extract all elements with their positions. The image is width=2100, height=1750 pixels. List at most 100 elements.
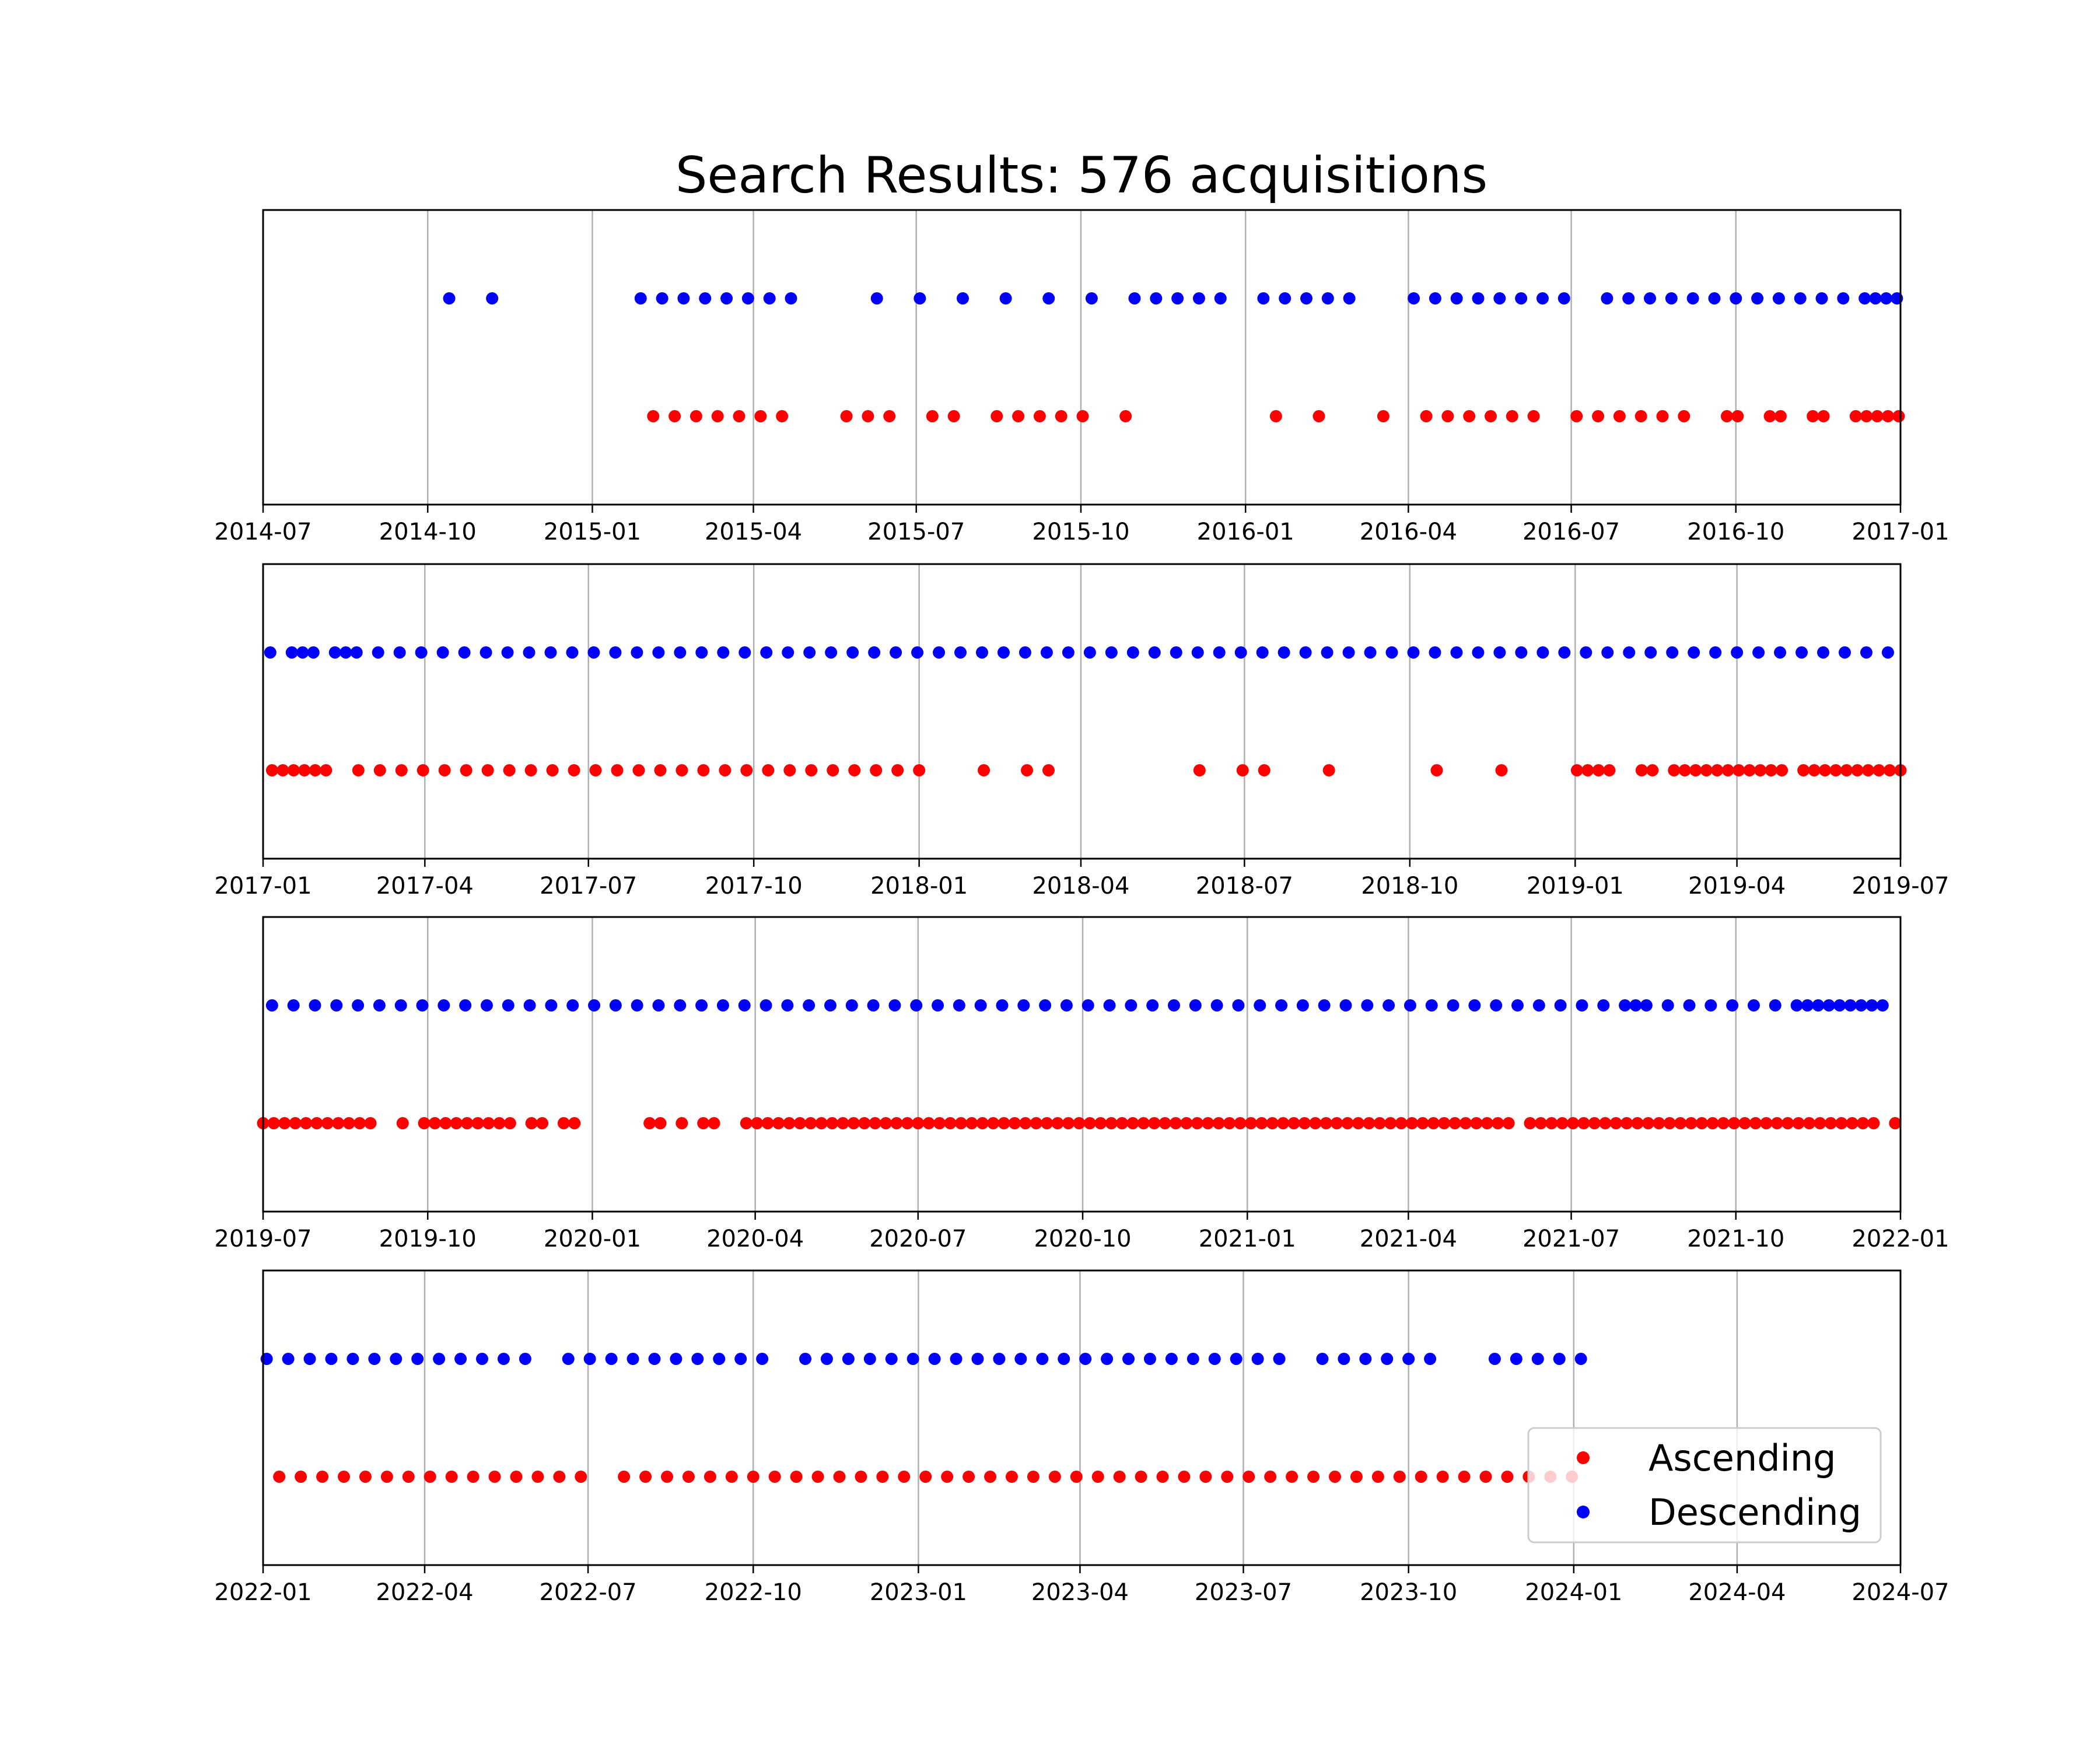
descending-point [282, 1353, 295, 1365]
descending-point [1553, 1353, 1566, 1365]
descending-point [1880, 292, 1892, 304]
ascending-point [1076, 410, 1089, 422]
ascending-point [1070, 1471, 1083, 1483]
ascending-point [1119, 410, 1132, 422]
ascending-point [1857, 1117, 1870, 1129]
x-tick-label: 2019-07 [214, 1226, 312, 1252]
descending-point [544, 646, 557, 659]
ascending-point [1236, 764, 1249, 776]
ascending-point [880, 1117, 892, 1129]
descending-point [454, 1353, 467, 1365]
descending-point [1532, 999, 1545, 1012]
descending-point [1688, 646, 1700, 659]
descending-point [1472, 292, 1485, 304]
ascending-point [676, 1117, 688, 1129]
ascending-point [1030, 1117, 1042, 1129]
descending-point [373, 999, 386, 1012]
ascending-point [352, 764, 365, 776]
descending-point [803, 646, 816, 659]
ascending-point [493, 1117, 506, 1129]
ascending-point [1849, 410, 1862, 422]
descending-point [1661, 999, 1674, 1012]
descending-point [1666, 646, 1679, 659]
ascending-point [1363, 1117, 1376, 1129]
ascending-point [1534, 1117, 1547, 1129]
descending-point [1143, 1353, 1156, 1365]
ascending-point [876, 1471, 889, 1483]
ascending-point [1027, 1471, 1040, 1483]
descending-point [888, 999, 901, 1012]
descending-point [741, 292, 754, 304]
ascending-point [309, 764, 321, 776]
x-tick-label: 2022-04 [376, 1579, 473, 1606]
descending-point [1493, 646, 1506, 659]
ascending-point [1180, 1117, 1193, 1129]
descending-point [566, 999, 579, 1012]
ascending-point [460, 764, 473, 776]
descending-point [846, 646, 859, 659]
descending-point [1815, 292, 1828, 304]
descending-point [868, 646, 881, 659]
descending-point [824, 999, 836, 1012]
ascending-point [1438, 1117, 1451, 1129]
descending-point [950, 1353, 963, 1365]
descending-point [1382, 999, 1395, 1012]
descending-point [863, 1353, 876, 1365]
panel-3: 2019-07 2019-10 2020-01 2020-04 2020-07 2020-… [214, 916, 1950, 1252]
descending-point [1318, 999, 1331, 1012]
descending-point [763, 292, 776, 304]
ascending-point [482, 1117, 495, 1129]
descending-point [502, 999, 514, 1012]
ascending-point [733, 410, 746, 422]
ascending-point [1051, 1117, 1064, 1129]
ascending-point [1331, 1117, 1343, 1129]
ascending-point [805, 764, 818, 776]
descending-point [497, 1353, 510, 1365]
descending-point [1381, 1353, 1394, 1365]
x-tick-label: 2015-04 [705, 519, 802, 545]
descending-point [932, 999, 944, 1012]
ascending-point [1420, 410, 1433, 422]
descending-point [394, 999, 407, 1012]
x-tick-label: 2018-07 [1196, 873, 1293, 900]
descending-point [1296, 999, 1309, 1012]
descending-point [1574, 1353, 1587, 1365]
ascending-point [1797, 764, 1810, 776]
x-tick-label: 2014-10 [379, 519, 477, 545]
descending-point [1039, 999, 1052, 1012]
ascending-point [265, 764, 278, 776]
ascending-point [1436, 1471, 1449, 1483]
ascending-point [267, 1117, 280, 1129]
ascending-point [438, 764, 451, 776]
x-tick-label: 2016-07 [1522, 519, 1620, 545]
x-tick-label: 2017-04 [376, 873, 474, 900]
descending-point [1709, 646, 1722, 659]
descending-point [999, 292, 1012, 304]
ascending-point [1170, 1117, 1182, 1129]
ascending-point [690, 410, 702, 422]
descending-point [885, 1353, 898, 1365]
descending-point [1251, 1353, 1264, 1365]
ascending-point [632, 764, 645, 776]
ascending-point [1884, 764, 1896, 776]
ascending-point [941, 1471, 954, 1483]
ascending-point [682, 1471, 695, 1483]
ascending-point [1674, 1117, 1687, 1129]
ascending-point [536, 1117, 549, 1129]
descending-point [486, 292, 499, 304]
descending-point [720, 292, 733, 304]
descending-point [652, 999, 665, 1012]
descending-point [1128, 292, 1141, 304]
descending-point [845, 999, 858, 1012]
ascending-point [1731, 410, 1744, 422]
panel-frame [262, 563, 1902, 860]
descending-point [1515, 292, 1528, 304]
x-tick-label: 2017-07 [540, 873, 637, 900]
descending-point [1644, 646, 1657, 659]
ascending-point [1685, 1117, 1698, 1129]
ascending-point [1743, 764, 1756, 776]
descending-point [1576, 999, 1588, 1012]
descending-point [1126, 646, 1139, 659]
ascending-point [1441, 410, 1454, 422]
ascending-point [947, 410, 960, 422]
